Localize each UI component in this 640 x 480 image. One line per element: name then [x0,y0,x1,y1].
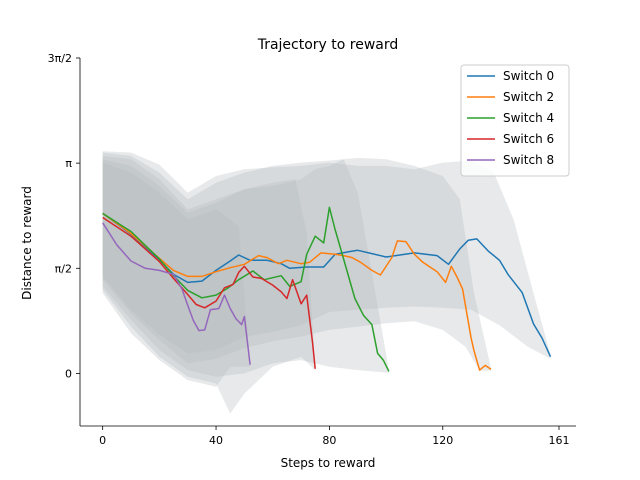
legend-box [460,64,570,177]
x-tick-label: 40 [209,434,223,447]
band-switch-8 [102,162,251,387]
band-switch-4 [102,155,389,377]
series-line-switch-4 [102,206,390,372]
y-tick-label: 3π/2 [48,52,72,65]
x-tick-label: 0 [99,434,106,447]
y-ticks: 0 π/2 π 3π/2 [48,52,80,380]
legend: Switch 0 Switch 2 Switch 4 Switch 6 Switch 8 [460,64,570,177]
series-line-switch-2 [102,212,492,371]
legend-label-switch-4: Switch 4 [503,111,554,125]
y-axis-label: Distance to reward [20,186,34,300]
lines-layer [102,206,552,372]
legend-label-switch-0: Switch 0 [503,69,554,83]
axes [79,58,576,427]
x-tick-label: 80 [322,434,336,447]
x-axis-label: Steps to reward [281,456,376,470]
legend-label-switch-2: Switch 2 [503,90,554,104]
y-tick-label: π [65,157,72,170]
y-tick-label: 0 [65,367,72,380]
x-tick-label: 120 [432,434,453,447]
series-line-switch-0 [102,212,552,358]
legend-label-switch-6: Switch 6 [503,132,554,146]
band-switch-2 [102,152,491,371]
x-ticks: 0 40 80 120 161 [99,426,569,447]
legend-label-switch-8: Switch 8 [503,153,554,167]
x-tick-label: 161 [548,434,569,447]
series-line-switch-8 [102,222,251,365]
band-switch-0 [102,151,551,359]
band-switch-6 [102,159,316,414]
chart-title: Trajectory to reward [257,37,399,53]
y-tick-label: π/2 [55,262,72,275]
bands-layer [102,151,551,414]
